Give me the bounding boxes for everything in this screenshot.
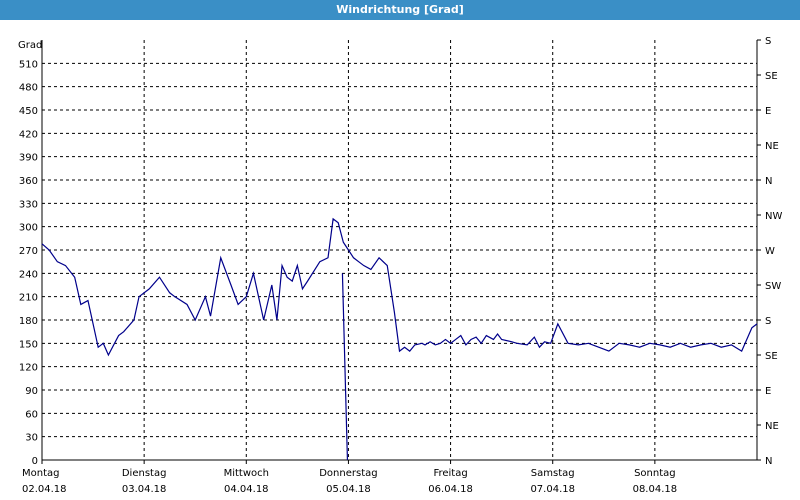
series-line	[41, 217, 758, 357]
x-tick-day: Freitag	[433, 468, 467, 479]
y-tick-label: 210	[19, 293, 38, 304]
x-tick-date: 07.04.18	[530, 484, 575, 495]
series-layer	[41, 217, 758, 461]
x-tick-date: 04.04.18	[224, 484, 269, 495]
grid	[42, 40, 757, 461]
right-tick-label: SE	[765, 351, 778, 362]
right-tick-label: NW	[765, 211, 782, 222]
right-tick-label: N	[765, 456, 772, 467]
y-tick-label: 360	[19, 176, 38, 187]
y-tick-label: 240	[19, 269, 38, 280]
x-tick-day: Mittwoch	[224, 468, 269, 479]
chart-title-bar: Windrichtung [Grad]	[0, 0, 800, 20]
y-tick-label: 180	[19, 316, 38, 327]
right-tick-label: E	[765, 106, 771, 117]
y-tick-label: 480	[19, 83, 38, 94]
x-tick-day: Dienstag	[122, 468, 167, 479]
y-tick-label: 390	[19, 153, 38, 164]
right-tick-label: NE	[765, 141, 779, 152]
x-tick-date: 02.04.18	[22, 484, 67, 495]
right-tick-label: NE	[765, 421, 779, 432]
x-tick-day: Donnerstag	[319, 468, 377, 479]
right-tick-label: SE	[765, 71, 778, 82]
right-tick-label: E	[765, 386, 771, 397]
right-tick-label: S	[765, 36, 771, 47]
y-tick-label: 270	[19, 246, 38, 257]
y-tick-label: 510	[19, 59, 38, 70]
y-tick-label: 330	[19, 199, 38, 210]
y-tick-label: 60	[25, 409, 38, 420]
y-tick-label: 420	[19, 129, 38, 140]
right-tick-label: S	[765, 316, 771, 327]
y-tick-label: 30	[25, 433, 38, 444]
y-tick-label: 120	[19, 363, 38, 374]
x-tick-day: Montag	[22, 468, 59, 479]
x-tick-date: 05.04.18	[326, 484, 371, 495]
y-tick-label: 300	[19, 223, 38, 234]
y-axis-label: Grad	[18, 40, 42, 51]
x-tick-day: Samstag	[531, 468, 575, 479]
right-tick-label: N	[765, 176, 772, 187]
y-tick-label: 150	[19, 339, 38, 350]
right-tick-label: W	[765, 246, 775, 257]
series-dropout-line	[341, 273, 349, 461]
y-tick-label: 0	[32, 456, 38, 467]
x-tick-date: 08.04.18	[633, 484, 678, 495]
x-tick-day: Sonntag	[634, 468, 676, 479]
x-tick-date: 03.04.18	[122, 484, 167, 495]
y-tick-label: 90	[25, 386, 38, 397]
tick-labels: 0 30 60 90 120 150 180 210 240 270 300 330 360 390 420…	[18, 36, 782, 495]
chart-title: Windrichtung [Grad]	[336, 3, 464, 16]
axes	[41, 39, 761, 464]
right-tick-label: SW	[765, 281, 781, 292]
x-tick-date: 06.04.18	[428, 484, 473, 495]
y-tick-label: 450	[19, 106, 38, 117]
